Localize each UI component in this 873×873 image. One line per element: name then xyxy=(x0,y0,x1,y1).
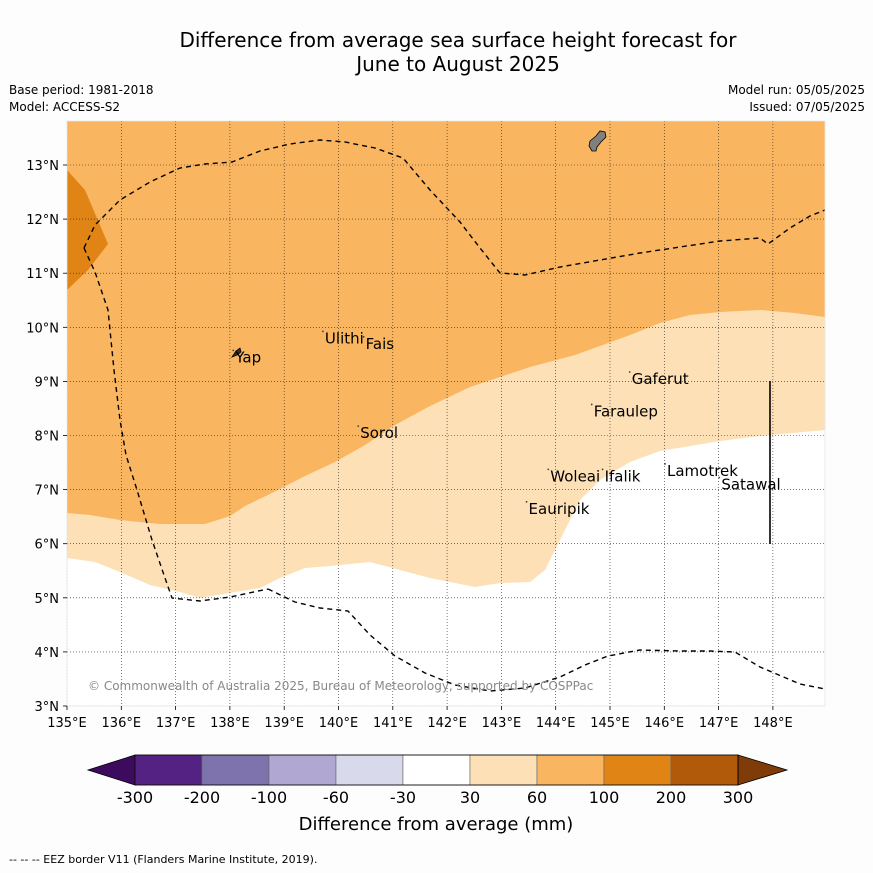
map-fill-layers xyxy=(67,121,825,706)
place-label-lamotrek: Lamotrek xyxy=(667,462,738,480)
place-labels: Ulithi Fais Yap Sorol Gaferut Faraulep Lamotre… xyxy=(232,329,781,518)
place-label-satawal: Satawal xyxy=(721,475,780,493)
eez-border-west xyxy=(83,247,269,602)
place-marker xyxy=(357,425,360,427)
colorbar-segment xyxy=(201,754,270,786)
lat-tick-label: 3°N xyxy=(35,700,60,715)
lat-tick-label: 7°N xyxy=(35,484,60,499)
lon-tick-label: 142°E xyxy=(427,716,467,731)
colorbar-segment xyxy=(402,754,471,786)
title-line-2: June to August 2025 xyxy=(356,52,560,76)
lon-tick-label: 136°E xyxy=(102,716,142,731)
lat-tick-label: 11°N xyxy=(26,267,59,282)
colorbar-segment xyxy=(603,754,672,786)
colorbar-segment xyxy=(670,754,739,786)
lon-tick-label: 143°E xyxy=(482,716,522,731)
colorbar-segment xyxy=(536,754,605,786)
meta-left: Base period: 1981-2018 Model: ACCESS-S2 xyxy=(9,82,154,116)
gridlines xyxy=(67,121,825,706)
model-run: Model run: 05/05/2025 xyxy=(727,83,865,97)
colorbar-outline xyxy=(134,754,739,786)
lon-tick-label: 148°E xyxy=(753,716,793,731)
colorbar-tick-label: 60 xyxy=(527,788,547,807)
lat-tick-label: 12°N xyxy=(26,213,59,228)
lon-tick-label: 135°E xyxy=(47,716,87,731)
yap-island xyxy=(230,347,242,358)
meta-right: Model run: 05/05/2025 Issued: 07/05/2025 xyxy=(728,82,865,116)
place-marker xyxy=(718,476,721,479)
colorbar-tick-label: 100 xyxy=(589,788,620,807)
lat-tick-label: 5°N xyxy=(35,592,60,607)
longitude-ticks: 135°E 136°E 137°E 138°E 139°E 140°E 141°E 142°E… xyxy=(47,706,793,731)
colorbar: -300 -200 -100 -60 -30 30 60 100 200 300 xyxy=(86,754,789,807)
colorbar-segment xyxy=(134,754,203,786)
colorbar-extend-high xyxy=(737,754,789,786)
place-marker xyxy=(664,463,666,465)
place-marker xyxy=(628,371,631,373)
place-marker xyxy=(362,335,365,338)
band-100-200 xyxy=(67,170,108,290)
lon-tick-label: 146°E xyxy=(645,716,685,731)
base-period: Base period: 1981-2018 xyxy=(9,83,154,97)
place-marker xyxy=(547,468,550,471)
lat-tick-label: 6°N xyxy=(35,538,60,553)
place-label-fais: Fais xyxy=(366,335,395,353)
lon-tick-label: 147°E xyxy=(699,716,739,731)
colorbar-tick-label: -100 xyxy=(251,788,287,807)
place-marker xyxy=(232,349,235,352)
colorbar-tick-label: 30 xyxy=(460,788,480,807)
lon-tick-label: 144°E xyxy=(536,716,576,731)
place-marker xyxy=(322,330,324,333)
lat-tick-label: 13°N xyxy=(26,159,59,174)
lat-tick-label: 10°N xyxy=(26,321,59,336)
issued-date: Issued: 07/05/2025 xyxy=(749,100,865,114)
colorbar-segment xyxy=(469,754,538,786)
eez-border-north xyxy=(83,139,825,276)
lat-tick-label: 8°N xyxy=(35,430,60,445)
colorbar-tick-label: -60 xyxy=(323,788,349,807)
colorbar-tick-label: -300 xyxy=(117,788,153,807)
place-label-woleai: Woleai xyxy=(550,467,600,485)
copyright-text: © Commonwealth of Australia 2025, Bureau… xyxy=(88,679,593,693)
place-label-gaferut: Gaferut xyxy=(632,370,689,388)
lon-tick-label: 137°E xyxy=(156,716,196,731)
title-line-1: Difference from average sea surface heig… xyxy=(179,28,737,52)
lon-tick-label: 140°E xyxy=(319,716,359,731)
eez-border-south xyxy=(267,588,825,692)
place-label-sorol: Sorol xyxy=(360,424,398,442)
place-marker xyxy=(590,403,593,406)
colorbar-segment xyxy=(335,754,404,786)
latitude-ticks: 3°N 4°N 5°N 6°N 7°N 8°N 9°N 10°N 11°N 12°N 13°N xyxy=(26,159,67,715)
lon-tick-label: 145°E xyxy=(590,716,630,731)
place-label-yap: Yap xyxy=(234,348,261,366)
colorbar-label: Difference from average (mm) xyxy=(299,814,574,835)
colorbar-tick-label: 300 xyxy=(723,788,754,807)
colorbar-tick-label: 200 xyxy=(656,788,687,807)
lon-tick-label: 138°E xyxy=(210,716,250,731)
lon-tick-label: 141°E xyxy=(373,716,413,731)
eez-legend: -- -- -- EEZ border V11 (Flanders Marine… xyxy=(9,853,318,866)
lat-tick-label: 4°N xyxy=(35,646,60,661)
model-name: Model: ACCESS-S2 xyxy=(9,100,121,114)
colorbar-tick-label: -200 xyxy=(184,788,220,807)
colorbar-segment xyxy=(268,754,337,786)
guam-island xyxy=(588,130,607,152)
lat-tick-label: 9°N xyxy=(35,375,60,390)
plot-frame xyxy=(66,120,826,707)
lon-tick-label: 139°E xyxy=(264,716,304,731)
place-label-ifalik: Ifalik xyxy=(605,467,641,485)
place-label-ulithi: Ulithi xyxy=(325,329,364,347)
colorbar-tick-label: -30 xyxy=(390,788,416,807)
chart-title: Difference from average sea surface heig… xyxy=(0,28,873,76)
band-60-100 xyxy=(67,121,825,524)
place-marker xyxy=(601,468,604,471)
colorbar-extend-low xyxy=(86,754,136,786)
place-label-eauripik: Eauripik xyxy=(529,500,590,518)
place-label-faraulep: Faraulep xyxy=(594,402,658,420)
place-marker xyxy=(525,500,528,503)
